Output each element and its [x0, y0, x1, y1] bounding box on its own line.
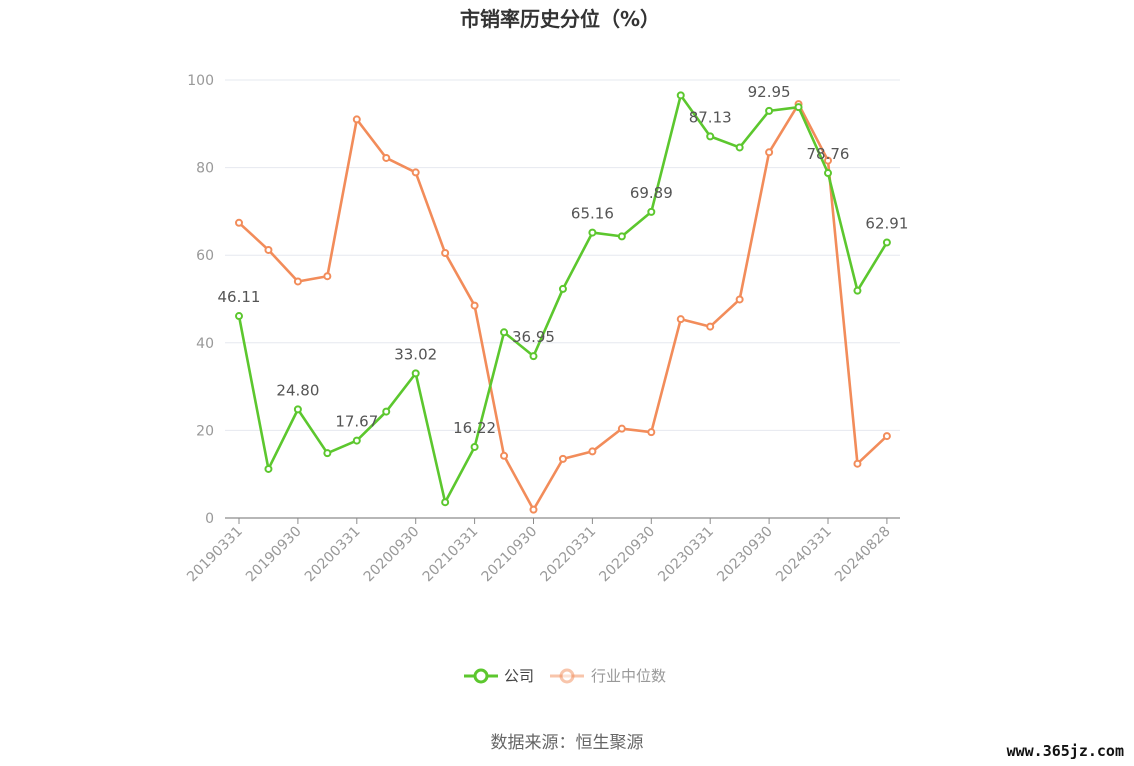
point-industry-median[interactable]: [235, 218, 243, 227]
point-company[interactable]: [647, 207, 656, 216]
legend-industry-label: 行业中位数: [591, 667, 666, 685]
data-label-company: 92.95: [748, 83, 791, 101]
data-label-company: 17.67: [335, 413, 378, 431]
point-company[interactable]: [470, 442, 479, 451]
y-axis: 0 20 40 60 80 100: [187, 73, 214, 527]
point-industry-median[interactable]: [735, 295, 744, 304]
y-tick-label: 20: [196, 423, 214, 439]
watermark: www.365jz.com: [1007, 742, 1124, 760]
point-company[interactable]: [323, 449, 332, 458]
point-industry-median[interactable]: [352, 115, 361, 124]
legend-item-company[interactable]: 公司: [464, 667, 534, 685]
data-label-company: 36.95: [512, 328, 555, 346]
point-industry-median[interactable]: [529, 505, 538, 514]
legend-industry-marker: [559, 668, 575, 684]
x-tick-label: 20240828: [832, 524, 894, 586]
data-label-company: 78.76: [807, 145, 850, 163]
y-tick-label: 40: [196, 336, 214, 352]
point-industry-median[interactable]: [558, 454, 567, 463]
point-company[interactable]: [824, 169, 832, 178]
point-company[interactable]: [765, 106, 774, 115]
point-industry-median[interactable]: [676, 315, 685, 324]
data-source: 数据来源：恒生聚源: [491, 733, 644, 753]
point-industry-median[interactable]: [765, 148, 774, 157]
x-tick-label: 20230930: [714, 524, 776, 586]
point-industry-median[interactable]: [293, 277, 302, 286]
x-tick-label: 20210331: [420, 524, 482, 586]
data-label-company: 46.11: [218, 288, 261, 306]
x-axis: 2019033120190930202003312020093020210331…: [184, 517, 900, 586]
point-company[interactable]: [558, 284, 567, 293]
point-company[interactable]: [264, 464, 273, 473]
point-company[interactable]: [500, 328, 509, 337]
point-industry-median[interactable]: [411, 168, 420, 177]
point-industry-median[interactable]: [706, 322, 715, 331]
point-industry-median[interactable]: [500, 451, 509, 460]
data-label-company: 16.22: [453, 419, 496, 437]
x-tick-label: 20210930: [479, 524, 541, 586]
point-company[interactable]: [588, 228, 597, 237]
data-label-company: 33.02: [394, 345, 437, 363]
point-industry-median[interactable]: [470, 301, 479, 310]
point-industry-median[interactable]: [382, 153, 391, 162]
legend-company-label: 公司: [504, 667, 534, 685]
y-tick-label: 60: [196, 248, 214, 264]
point-industry-median[interactable]: [824, 156, 832, 165]
x-tick-label: 20240331: [773, 524, 835, 586]
x-tick-label: 20200331: [302, 524, 364, 586]
series-layer: [235, 91, 891, 514]
point-company[interactable]: [411, 369, 420, 378]
grid-lines: [225, 79, 900, 431]
point-industry-median[interactable]: [588, 447, 597, 456]
point-company[interactable]: [293, 405, 302, 414]
point-industry-median[interactable]: [853, 459, 862, 468]
y-tick-label: 100: [187, 73, 214, 89]
point-company[interactable]: [706, 132, 715, 141]
point-company[interactable]: [441, 498, 450, 507]
point-company[interactable]: [735, 143, 744, 152]
series-line-company: [237, 94, 889, 504]
legend[interactable]: 公司 行业中位数: [464, 667, 666, 685]
x-tick-label: 20230331: [655, 524, 717, 586]
data-label-company: 65.16: [571, 205, 614, 223]
point-company[interactable]: [382, 407, 391, 416]
x-tick-label: 20190930: [243, 524, 305, 586]
data-label-company: 24.80: [276, 381, 319, 399]
point-industry-median[interactable]: [441, 249, 450, 258]
point-industry-median[interactable]: [264, 245, 273, 254]
point-company[interactable]: [853, 286, 862, 295]
x-tick-label: 20200930: [361, 524, 423, 586]
y-tick-label: 80: [196, 161, 214, 177]
data-label-company: 62.91: [865, 214, 908, 232]
data-label-company: 87.13: [689, 108, 732, 126]
point-company[interactable]: [882, 238, 891, 247]
y-tick-label: 0: [205, 511, 214, 527]
point-industry-median[interactable]: [617, 424, 626, 433]
x-tick-label: 20220930: [596, 524, 658, 586]
point-industry-median[interactable]: [323, 272, 332, 281]
point-company[interactable]: [235, 312, 243, 321]
point-company[interactable]: [676, 91, 685, 100]
data-label-company: 69.89: [630, 184, 673, 202]
chart-title: 市销率历史分位（%）: [460, 7, 660, 31]
point-company[interactable]: [617, 232, 626, 241]
legend-item-industry-median[interactable]: 行业中位数: [550, 667, 666, 685]
point-company[interactable]: [529, 352, 538, 361]
point-company[interactable]: [352, 436, 361, 445]
data-labels: 46.11 24.80 17.67 33.02 16.22 36.95 65.16 69.89…: [218, 83, 909, 437]
legend-company-marker: [473, 668, 489, 684]
point-industry-median[interactable]: [647, 428, 656, 437]
point-company[interactable]: [794, 103, 803, 112]
point-industry-median[interactable]: [882, 432, 891, 441]
x-tick-label: 20190331: [184, 524, 246, 586]
x-tick-label: 20220331: [538, 524, 600, 586]
